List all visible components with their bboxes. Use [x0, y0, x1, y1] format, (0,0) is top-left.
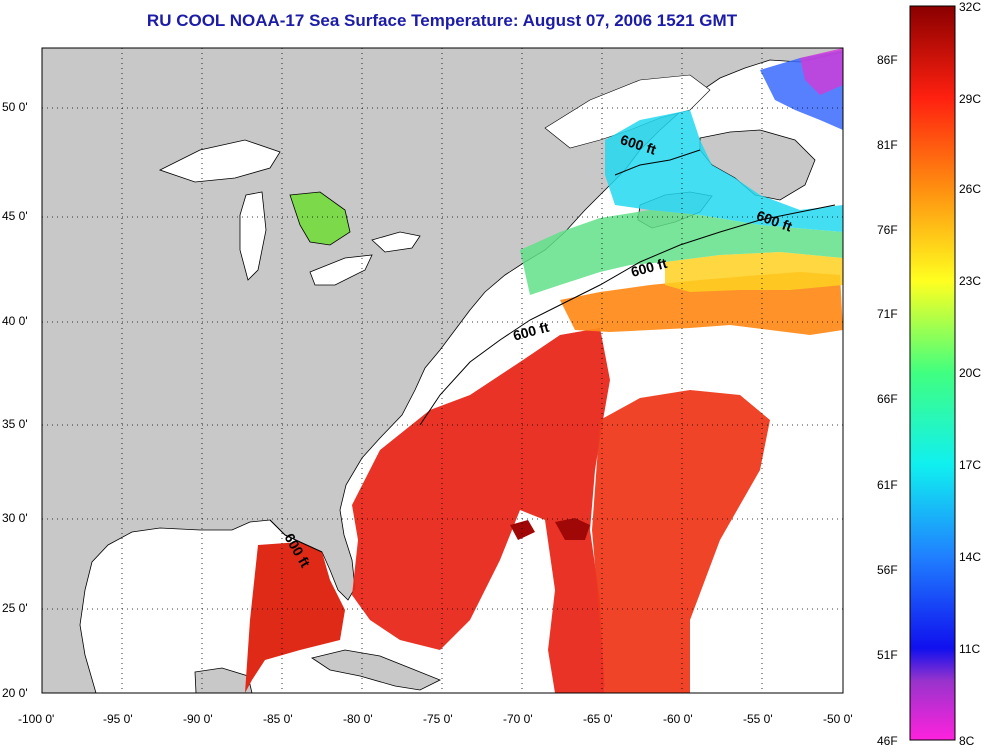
y-tick-label: 35 0'	[2, 417, 28, 431]
map-title: RU COOL NOAA-17 Sea Surface Temperature:…	[146, 11, 738, 30]
colorbar-fahrenheit-label: 51F	[877, 648, 898, 662]
colorbar-fahrenheit-label: 71F	[877, 307, 898, 321]
land-yucatan	[194, 667, 253, 693]
x-tick-label: -55 0'	[743, 712, 773, 726]
y-tick-label: 40 0'	[2, 314, 28, 328]
lake-michigan	[239, 191, 267, 281]
lake-huron	[289, 191, 351, 246]
colorbar-fahrenheit-label: 61F	[877, 478, 898, 492]
colorbar-celsius-label: 32C	[959, 0, 982, 14]
colorbar-celsius-label: 26C	[959, 182, 982, 196]
x-tick-label: -90 0'	[183, 712, 213, 726]
colorbar-fahrenheit-label: 81F	[877, 138, 898, 152]
x-tick-label: -80 0'	[343, 712, 373, 726]
colorbar-fahrenheit-label: 56F	[877, 563, 898, 577]
y-tick-label: 30 0'	[2, 511, 28, 525]
y-tick-label: 50 0'	[2, 100, 28, 114]
map-border	[41, 47, 844, 694]
land-cuba	[311, 649, 441, 691]
sst-warm-gulf-stream	[352, 328, 610, 693]
sst-cyan-coastal	[605, 110, 843, 232]
sst-warm-east	[592, 390, 770, 693]
colorbar-celsius-label: 20C	[959, 366, 982, 380]
colorbar-celsius-label: 29C	[959, 92, 982, 106]
sst-yellow-front	[665, 252, 843, 292]
colorbar-fahrenheit-label: 66F	[877, 392, 898, 406]
lake-erie	[309, 254, 373, 286]
colorbar-celsius-label: 14C	[959, 550, 982, 564]
colorbar-celsius-label: 8C	[959, 734, 975, 748]
sst-dark-eddy	[555, 518, 590, 540]
x-tick-label: -70 0'	[503, 712, 533, 726]
sst-dark-eddy-2	[510, 520, 535, 540]
x-tick-label: -65 0'	[583, 712, 613, 726]
x-tick-label: -60 0'	[663, 712, 693, 726]
colorbar-celsius-label: 23C	[959, 274, 982, 288]
graticule	[42, 48, 843, 693]
colorbar-fahrenheit-label: 76F	[877, 223, 898, 237]
colorbar-celsius-label: 17C	[959, 458, 982, 472]
x-tick-label: -100 0'	[18, 712, 55, 726]
x-tick-label: -85 0'	[263, 712, 293, 726]
colorbar-celsius-label: 11C	[959, 642, 981, 656]
y-tick-label: 45 0'	[2, 209, 28, 223]
colorbar-fahrenheit-label: 46F	[877, 734, 898, 748]
isobath-600ft	[269, 149, 836, 553]
y-tick-label: 20 0'	[2, 686, 28, 700]
x-tick-label: -75 0'	[423, 712, 453, 726]
colorbar-fahrenheit-label: 86F	[877, 53, 898, 67]
sst-green-shelf	[520, 210, 843, 295]
colorbar	[909, 5, 956, 741]
sst-warm-gulf-of-mexico	[245, 542, 345, 693]
lake-ontario	[371, 231, 421, 253]
lake-superior	[158, 139, 281, 183]
sst-magenta-cold	[800, 48, 843, 95]
y-tick-label: 25 0'	[2, 601, 28, 615]
x-tick-label: -95 0'	[103, 712, 133, 726]
x-tick-label: -50 0'	[823, 712, 853, 726]
map-area	[42, 48, 843, 693]
